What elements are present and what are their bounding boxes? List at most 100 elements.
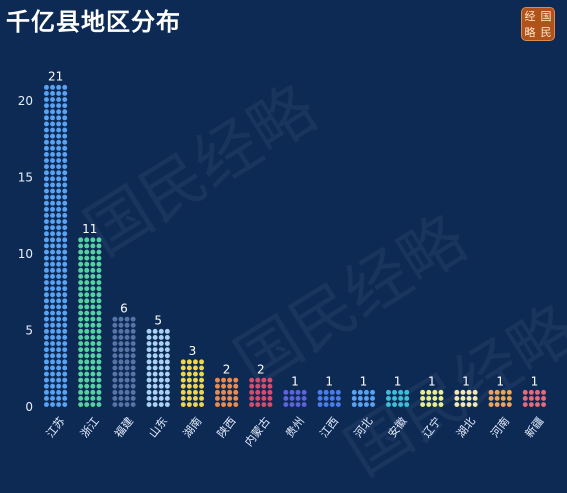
bar-dot: [84, 292, 90, 298]
bar-dot: [90, 243, 96, 249]
bar-dot: [398, 402, 404, 407]
bar-dot: [193, 389, 198, 395]
bar-dot: [118, 359, 124, 365]
bar-dot: [124, 353, 130, 359]
bar-dot: [180, 371, 186, 377]
bar-value-label: 1: [394, 375, 402, 389]
bar-dot: [438, 396, 444, 401]
bar-dot: [50, 298, 55, 304]
bar-dot: [146, 341, 152, 346]
bar-dot: [221, 389, 226, 395]
bar-dot: [78, 298, 84, 304]
bar-dot: [56, 255, 62, 261]
bar-dot: [193, 396, 198, 401]
bar-dot: [50, 328, 55, 334]
bar-dot: [56, 286, 62, 292]
bar-dot: [233, 377, 239, 383]
bar-dot: [44, 121, 49, 127]
bar-dot: [44, 237, 49, 243]
bar: [454, 389, 478, 407]
bar-dot: [118, 341, 124, 346]
bar-dot: [56, 267, 62, 273]
bar-dot: [50, 158, 55, 163]
bar-dot: [62, 194, 68, 200]
bar-dot: [118, 389, 124, 395]
bar-dot: [364, 389, 369, 395]
x-tick-label: 陕西: [214, 414, 239, 440]
bar-dot: [146, 396, 152, 401]
bar-dot: [44, 261, 49, 267]
bar-dot: [90, 316, 96, 322]
bar-dot: [44, 152, 49, 157]
bar-dot: [50, 280, 55, 285]
bar-dot: [329, 402, 335, 407]
bar-dot: [78, 274, 84, 279]
bar-dot: [90, 402, 96, 407]
bar-dot: [130, 328, 136, 334]
bar-dot: [62, 249, 68, 255]
bar-dot: [535, 389, 540, 395]
bar-value-label: 2: [223, 363, 231, 377]
bar-dot: [454, 396, 460, 401]
bar-dot: [50, 365, 55, 371]
bar-dot: [62, 170, 68, 176]
bar-dot: [466, 396, 472, 401]
bar-dot: [301, 396, 307, 401]
bar-dot: [78, 304, 84, 310]
bar-dot: [84, 347, 90, 353]
bar-dot: [78, 353, 84, 359]
bar-dot: [146, 335, 152, 340]
bar-dot: [112, 359, 118, 365]
bar-dot: [130, 353, 136, 359]
bar-dot: [44, 115, 49, 121]
bar-dot: [535, 402, 540, 407]
bar: [488, 389, 512, 407]
bar-dot: [295, 402, 301, 407]
bar-dot: [96, 396, 102, 401]
bar-dot: [112, 371, 118, 377]
bar-dot: [56, 292, 62, 298]
bar-dot: [56, 304, 62, 310]
bar-dot: [56, 396, 62, 401]
bar-dot: [146, 383, 152, 389]
bar-dot: [124, 389, 130, 395]
bar-dot: [50, 353, 55, 359]
bar-dot: [267, 396, 273, 401]
bar-dot: [112, 383, 118, 389]
bar-dot: [283, 402, 289, 407]
bar-dot: [335, 396, 341, 401]
bar-dot: [56, 219, 62, 224]
bar-dot: [50, 249, 55, 255]
bar-dot: [50, 402, 55, 407]
bar-dot: [44, 249, 49, 255]
bar-dot: [56, 206, 62, 212]
bar-dot: [233, 402, 239, 407]
bar-dot: [56, 103, 62, 109]
bar-dot: [62, 237, 68, 243]
bar-dot: [56, 158, 62, 163]
bar-dot: [215, 383, 220, 389]
bar-dot: [84, 389, 90, 395]
bar-dot: [78, 267, 84, 273]
bar-dot: [494, 389, 500, 395]
bar-dot: [56, 310, 62, 316]
x-tick-label: 山东: [146, 415, 170, 440]
bar-dot: [466, 402, 472, 407]
bar-dot: [56, 298, 62, 304]
bar-dot: [267, 383, 273, 389]
bar-dot: [233, 389, 239, 395]
bar-dot: [164, 359, 170, 365]
bar-dot: [62, 359, 68, 365]
bar-dot: [199, 396, 204, 401]
bar-dot: [50, 194, 55, 200]
bar-dot: [90, 298, 96, 304]
bar-dot: [96, 255, 102, 261]
bar-dot: [78, 310, 84, 316]
bar-value-label: 11: [82, 222, 97, 236]
bar-dot: [50, 145, 55, 151]
bar-dot: [62, 255, 68, 261]
bar-dot: [255, 389, 261, 395]
bar-dot: [84, 335, 90, 340]
bar-dot: [44, 402, 49, 407]
